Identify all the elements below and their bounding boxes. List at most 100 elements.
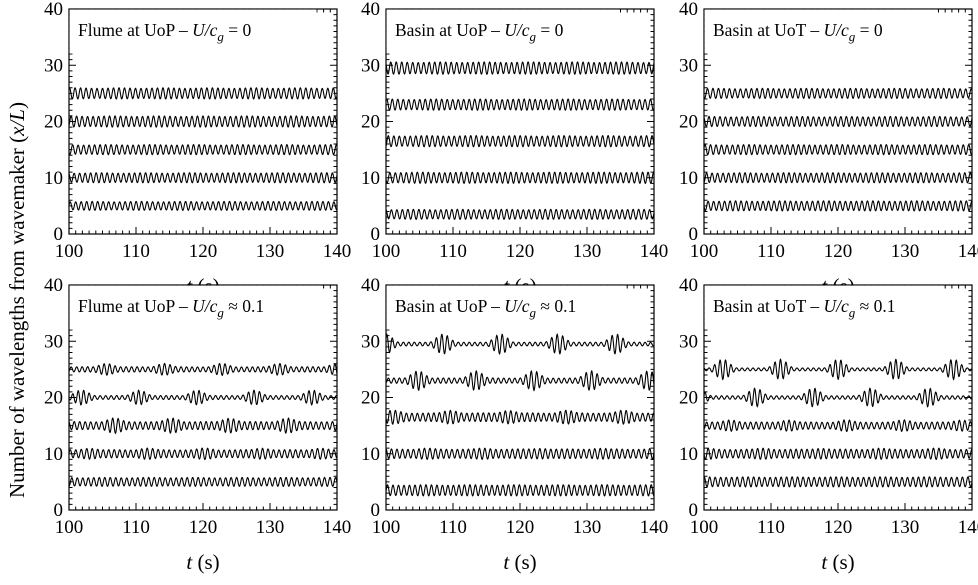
y-tick-label: 20 [44, 388, 63, 409]
y-tick-label: 30 [679, 55, 698, 76]
x-tick-label: 120 [189, 517, 218, 538]
x-tick-label: 130 [573, 517, 602, 538]
x-tick-label: 120 [506, 517, 535, 538]
wave-trace-x29.5 [385, 61, 655, 75]
wave-trace-x23 [385, 98, 655, 111]
x-tick-label: 140 [958, 517, 978, 538]
x-tick-label: 100 [55, 241, 84, 262]
y-tick-label: 10 [44, 168, 63, 189]
panel-title: Basin at UoP – U/cg ≈ 0.1 [395, 296, 576, 320]
panel-title-prefix: Basin at UoT [713, 20, 807, 40]
y-tick-label: 0 [689, 500, 699, 521]
wave-trace-x5 [68, 200, 338, 212]
wave-trace-x3.5 [385, 208, 655, 221]
plot-frame [703, 8, 973, 235]
title-box [704, 285, 944, 330]
wave-trace-x25 [68, 87, 338, 100]
x-tick-label: 110 [122, 517, 150, 538]
wave-trace-x10 [703, 447, 973, 461]
wave-trace-x25 [703, 358, 973, 381]
panel-title-subscript: g [849, 305, 856, 320]
x-tick-label: 140 [323, 241, 352, 262]
wave-trace-x25 [703, 87, 973, 100]
x-tick-label: 130 [891, 517, 920, 538]
plot-frame [703, 284, 973, 511]
panel-title-dash: – [487, 20, 505, 40]
panel-title: Basin at UoT – U/cg = 0 [713, 20, 883, 44]
x-tick-label: 120 [824, 241, 853, 262]
panel-title-subscript: g [530, 29, 537, 44]
panel-title-dash: – [175, 20, 193, 40]
panel-title-subscript: g [849, 29, 856, 44]
y-tick-label: 10 [679, 168, 698, 189]
y-tick-label: 40 [361, 0, 380, 20]
panel-title-prefix: Basin at UoP [395, 20, 488, 40]
panel-title-uc: U/c [504, 296, 530, 316]
panel-title-prefix: Basin at UoT [713, 296, 807, 316]
x-tick-label: 110 [439, 517, 467, 538]
x-tick-label: 110 [439, 241, 467, 262]
y-axis-label: Number of wavelengths from wavemaker (x/… [5, 102, 29, 498]
panel-5: 100 110 120 130 140 0 10 20 30 40 t (s) Basin at Uo… [361, 275, 668, 574]
wave-trace-x15 [68, 143, 338, 156]
x-tick-label: 130 [891, 241, 920, 262]
title-box [386, 285, 626, 330]
panel-title-value: = 0 [224, 20, 252, 40]
y-tick-label: 20 [361, 112, 380, 133]
panel-title-prefix: Flume at UoP [78, 296, 175, 316]
x-axis-label-var: t [821, 550, 828, 574]
title-box [704, 9, 937, 54]
wave-trace-x10 [68, 171, 338, 184]
y-axis-label-var: x/L [5, 109, 29, 137]
x-axis-label: t (s) [821, 550, 854, 574]
panel-title-uc: U/c [192, 296, 218, 316]
y-tick-label: 30 [361, 55, 380, 76]
panel-title-value: = 0 [855, 20, 883, 40]
plot-frame [68, 284, 338, 511]
y-tick-label: 40 [679, 0, 698, 20]
x-tick-label: 120 [506, 241, 535, 262]
wave-trace-x29.5 [385, 333, 655, 355]
wave-trace-x10 [385, 171, 655, 185]
panel-title-dash: – [487, 296, 505, 316]
wave-trace-x20 [703, 115, 973, 128]
panel-title-dash: – [806, 296, 824, 316]
y-axis-label-prefix: Number of wavelengths from wavemaker ( [5, 136, 29, 498]
x-tick-label: 100 [55, 517, 84, 538]
x-tick-label: 110 [757, 517, 785, 538]
y-tick-label: 30 [44, 331, 63, 352]
wave-trace-x20 [68, 389, 338, 406]
wave-trace-x5 [703, 476, 973, 488]
y-axis-label-suffix: ) [5, 102, 29, 109]
x-tick-label: 110 [122, 241, 150, 262]
title-box [69, 9, 317, 54]
panel-4: 100 110 120 130 140 0 10 20 30 40 t (s) Flume at Uo… [44, 275, 351, 574]
x-axis-label-unit: (s) [192, 550, 219, 574]
y-tick-label: 0 [371, 224, 381, 245]
wave-trace-x5 [68, 476, 338, 488]
plot-frame [68, 8, 338, 235]
y-tick-label: 40 [361, 275, 380, 296]
x-tick-label: 140 [958, 241, 978, 262]
panel-title-uc: U/c [504, 20, 530, 40]
y-tick-label: 30 [679, 331, 698, 352]
title-box [386, 9, 619, 54]
wave-trace-x16.5 [385, 409, 655, 425]
panel-6: 100 110 120 130 140 0 10 20 30 40 t (s) Basin at Uo… [679, 275, 978, 574]
y-tick-label: 20 [679, 388, 698, 409]
x-axis-label: t (s) [503, 550, 536, 574]
y-tick-label: 10 [361, 168, 380, 189]
y-tick-label: 10 [679, 444, 698, 465]
plot-frame [385, 8, 655, 235]
wave-trace-x20 [68, 115, 338, 128]
plot-frame [385, 284, 655, 511]
y-tick-label: 40 [44, 0, 63, 20]
panel-title: Flume at UoP – U/cg ≈ 0.1 [78, 296, 264, 320]
wave-trace-x20 [703, 387, 973, 408]
x-tick-label: 140 [323, 517, 352, 538]
y-tick-label: 20 [361, 388, 380, 409]
x-axis-label-var: t [186, 550, 193, 574]
